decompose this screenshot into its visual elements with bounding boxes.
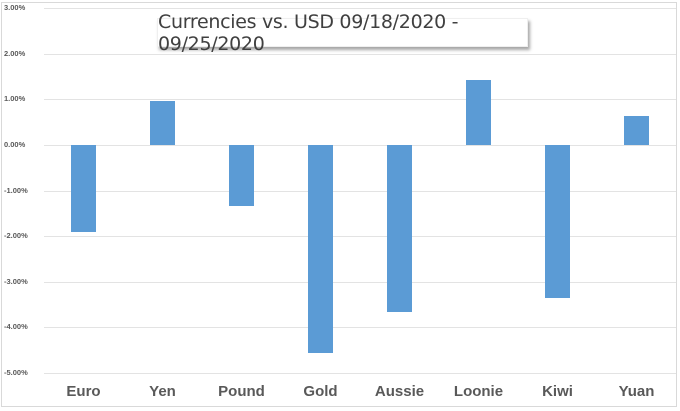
bar-gold bbox=[308, 145, 333, 353]
gridline bbox=[44, 373, 676, 374]
x-axis-label: Pound bbox=[218, 383, 265, 400]
x-axis-label: Aussie bbox=[374, 383, 425, 400]
gridline bbox=[44, 191, 676, 192]
bar-pound bbox=[229, 145, 254, 206]
bar-loonie bbox=[466, 80, 491, 145]
gridline bbox=[44, 99, 676, 100]
bar-kiwi bbox=[545, 145, 570, 298]
bar-aussie bbox=[387, 145, 412, 312]
chart-title: Currencies vs. USD 09/18/2020 - 09/25/20… bbox=[157, 11, 528, 55]
bar-yen bbox=[150, 101, 175, 145]
y-tick-label: -4.00% bbox=[4, 322, 28, 331]
y-tick-label: -2.00% bbox=[4, 231, 28, 240]
gridline bbox=[44, 145, 676, 146]
y-tick-label: 2.00% bbox=[4, 49, 26, 58]
x-axis-label: Yen bbox=[149, 383, 176, 400]
y-tick-label: 3.00% bbox=[4, 3, 26, 12]
gridline bbox=[44, 327, 676, 328]
x-axis-label: Loonie bbox=[453, 383, 504, 400]
x-axis-label: Gold bbox=[303, 383, 338, 400]
y-tick-label: -5.00% bbox=[4, 368, 28, 377]
gridline bbox=[44, 282, 676, 283]
x-axis-label: Euro bbox=[66, 383, 101, 400]
y-tick-label: -1.00% bbox=[4, 186, 28, 195]
y-tick-label: 0.00% bbox=[4, 140, 26, 149]
chart-frame bbox=[1, 2, 677, 407]
bar-yuan bbox=[624, 116, 649, 145]
bar-euro bbox=[71, 145, 96, 232]
gridline bbox=[44, 8, 676, 9]
gridline bbox=[44, 236, 676, 237]
x-axis-label: Yuan bbox=[618, 383, 655, 400]
y-tick-label: -3.00% bbox=[4, 277, 28, 286]
x-axis-label: Kiwi bbox=[542, 383, 573, 400]
gridline bbox=[44, 54, 676, 55]
y-tick-label: 1.00% bbox=[4, 94, 26, 103]
